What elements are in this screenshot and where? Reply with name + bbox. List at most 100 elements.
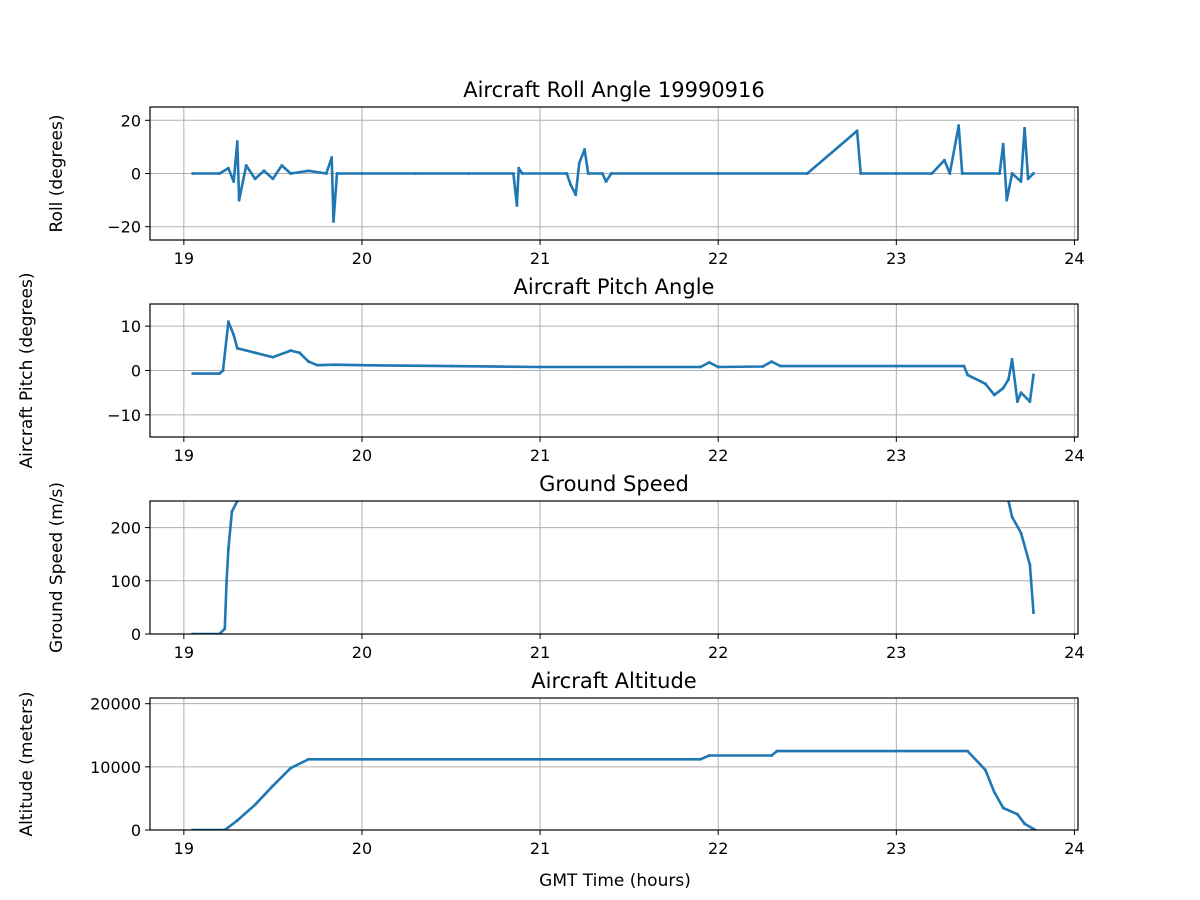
y-tick-label: 20000: [90, 695, 141, 714]
data-point: [604, 180, 608, 183]
data-point: [253, 351, 257, 355]
data-point: [627, 365, 631, 369]
data-point: [1010, 172, 1014, 175]
data-point: [253, 177, 257, 181]
axes-frame: [149, 500, 1079, 635]
data-point: [707, 754, 711, 757]
data-point: [1007, 378, 1010, 381]
data-point: [307, 757, 310, 761]
data-point: [520, 172, 524, 175]
data-point: [335, 172, 339, 175]
y-tick-label: 0: [131, 165, 141, 184]
data-point: [1019, 391, 1023, 394]
data-point: [227, 547, 230, 551]
x-tick-label: 21: [530, 839, 550, 858]
data-point: [1026, 177, 1030, 181]
x-tick-label: 23: [886, 643, 906, 662]
data-point: [1032, 611, 1035, 615]
x-tick-label: 23: [886, 839, 906, 858]
data-point: [307, 169, 310, 173]
subplot-4: 19 20 21 22 23 24 0 10000 20000 Aircraft Altitude…: [17, 669, 1085, 891]
series-group: [191, 124, 1035, 223]
x-tick-label: 22: [708, 249, 728, 268]
x-tick-label: 19: [174, 839, 194, 858]
data-point: [1001, 142, 1005, 146]
axes-frame: [149, 106, 1079, 241]
x-axis-label: GMT Time (hours): [539, 871, 691, 891]
data-series-line: [192, 320, 1035, 403]
data-point: [271, 355, 275, 359]
data-point: [984, 382, 987, 386]
y-tick-label: 10000: [90, 758, 141, 777]
y-tick-label: 100: [110, 572, 141, 591]
x-tick-label: 24: [1064, 446, 1084, 465]
data-series-line: [192, 124, 1035, 223]
subplot-title: Ground Speed: [539, 472, 689, 496]
data-point: [1005, 198, 1009, 202]
data-point: [962, 364, 966, 368]
data-point: [1023, 126, 1026, 130]
data-point: [1001, 806, 1005, 810]
x-tick-label: 21: [530, 643, 550, 662]
y-axis-label: Altitude (meters): [17, 691, 37, 836]
data-point: [699, 757, 702, 761]
data-point: [227, 320, 230, 324]
data-point: [538, 365, 542, 369]
data-point: [218, 632, 221, 634]
x-tick-label: 20: [352, 446, 372, 465]
y-tick-label: 0: [131, 362, 141, 381]
data-point: [225, 579, 228, 583]
x-tick-label: 20: [352, 643, 372, 662]
data-point: [577, 161, 581, 165]
subplot-1: 19 20 21 22 23 24 −20 0 20 Aircraft Roll Angle 19…: [47, 78, 1085, 268]
data-point: [966, 373, 969, 377]
data-point: [761, 365, 765, 368]
data-point: [333, 363, 337, 367]
data-point: [227, 166, 230, 170]
x-tick-label: 23: [886, 446, 906, 465]
x-tick-label: 22: [708, 643, 728, 662]
data-point: [574, 193, 578, 197]
data-point: [271, 784, 275, 788]
data-point: [298, 351, 301, 355]
data-point: [966, 749, 969, 753]
data-point: [930, 172, 934, 175]
y-tick-label: 0: [131, 821, 141, 840]
subplot-title: Aircraft Roll Angle 19990916: [463, 78, 765, 102]
data-point: [191, 828, 195, 830]
x-tick-label: 20: [352, 249, 372, 268]
data-point: [699, 365, 702, 369]
data-point: [998, 172, 1001, 175]
data-point: [1019, 531, 1023, 535]
y-tick-label: 20: [121, 111, 141, 130]
data-point: [515, 204, 519, 207]
data-point: [895, 364, 898, 368]
data-point: [1032, 172, 1035, 175]
data-point: [289, 766, 293, 770]
data-point: [992, 393, 996, 397]
y-axis-label: Ground Speed (m/s): [47, 482, 67, 653]
data-point: [191, 632, 195, 634]
data-point: [360, 363, 364, 367]
y-axis-label: Aircraft Pitch (degrees): [17, 273, 37, 469]
data-point: [716, 365, 720, 369]
series-group: [191, 749, 1037, 830]
data-point: [992, 790, 996, 794]
data-point: [232, 180, 236, 183]
subplot-title: Aircraft Pitch Angle: [514, 275, 715, 299]
data-point: [805, 172, 809, 175]
subplot-title: Aircraft Altitude: [531, 669, 696, 693]
data-point: [1010, 515, 1014, 519]
x-tick-label: 24: [1064, 249, 1084, 268]
axes-frame: [149, 697, 1079, 831]
x-tick-label: 22: [708, 446, 728, 465]
subplot-3: 19 20 21 22 23 24 0 100 200 Ground Speed Ground Sp…: [47, 472, 1085, 662]
x-tick-label: 21: [530, 446, 550, 465]
data-point: [569, 182, 572, 186]
data-point: [895, 172, 898, 175]
data-series-line: [192, 749, 1036, 830]
x-tick-label: 19: [174, 446, 194, 465]
subplot-2: 19 20 21 22 23 24 −10 0 10 Aircraft Pitch Angle Ai…: [17, 273, 1085, 469]
data-point: [610, 172, 613, 175]
